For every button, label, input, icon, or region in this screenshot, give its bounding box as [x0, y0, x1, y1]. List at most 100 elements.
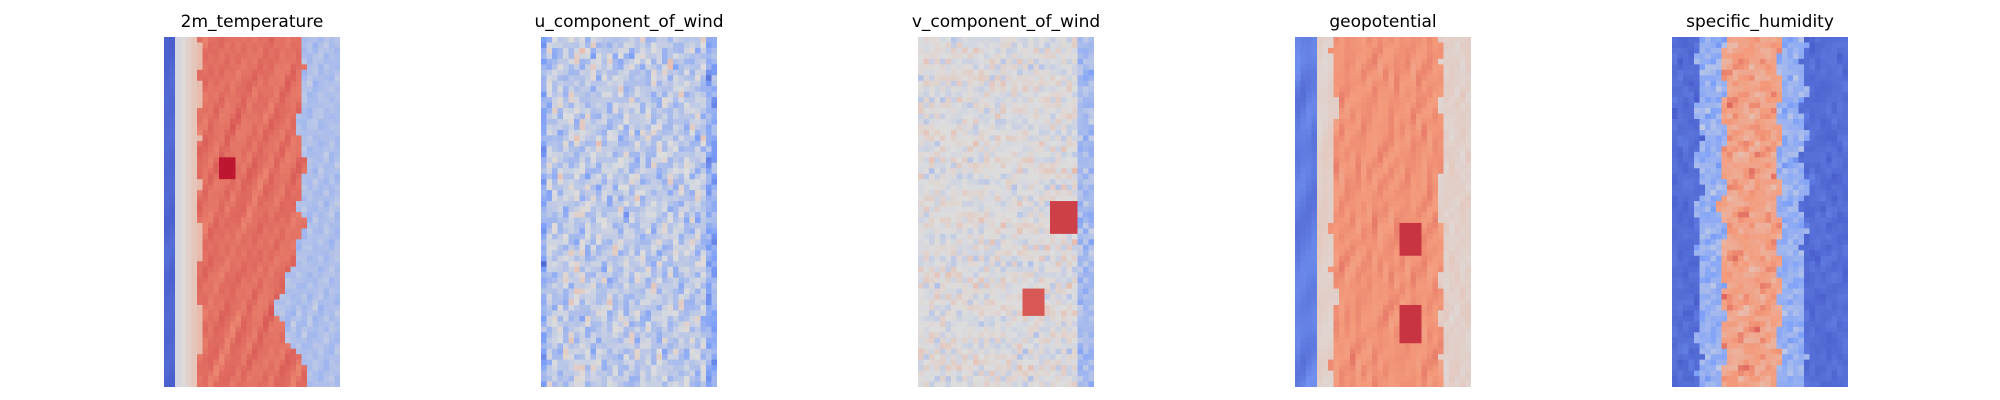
- heatmap-cell: [224, 146, 231, 153]
- heatmap-cell: [673, 64, 679, 71]
- heatmap-cell: [601, 359, 608, 366]
- heatmap-cell: [197, 348, 203, 355]
- heatmap-cell: [169, 124, 176, 131]
- heatmap-cell: [607, 179, 613, 186]
- heatmap-cell: [197, 146, 203, 153]
- heatmap-cell: [1028, 129, 1034, 136]
- heatmap-cell: [197, 190, 203, 196]
- heatmap-cell: [945, 47, 952, 54]
- heatmap-cell: [984, 69, 990, 76]
- heatmap-cell: [180, 201, 187, 207]
- heatmap-cell: [285, 250, 291, 257]
- heatmap-cell: [230, 294, 236, 300]
- heatmap-cell: [689, 37, 696, 43]
- heatmap-cell: [662, 255, 668, 262]
- heatmap-cell: [274, 86, 280, 93]
- heatmap-cell: [984, 86, 990, 93]
- heatmap-cell: [684, 140, 690, 147]
- heatmap-cell: [213, 102, 220, 109]
- heatmap-cell: [700, 370, 707, 377]
- heatmap-cell: [678, 102, 685, 109]
- heatmap-cell: [656, 173, 663, 180]
- heatmap-cell: [612, 326, 619, 333]
- heatmap-cell: [1011, 69, 1018, 76]
- heatmap-cell: [612, 135, 619, 142]
- heatmap-cell: [684, 365, 690, 371]
- heatmap-cell: [640, 37, 646, 43]
- heatmap-cell: [973, 91, 979, 98]
- heatmap-cell: [678, 140, 685, 147]
- heatmap-cell: [541, 157, 547, 164]
- heatmap-cell: [552, 64, 558, 71]
- heatmap-cell: [257, 140, 264, 147]
- heatmap-cell: [601, 53, 608, 60]
- heatmap-cell: [1050, 58, 1056, 65]
- heatmap-cell: [307, 151, 313, 158]
- heatmap-cell: [656, 102, 663, 109]
- heatmap-cell: [191, 370, 198, 377]
- heatmap-cell: [290, 370, 297, 377]
- heatmap-cell: [967, 58, 974, 65]
- heatmap-cell: [296, 184, 302, 191]
- heatmap-cell: [552, 354, 558, 361]
- heatmap-cell: [645, 179, 652, 186]
- heatmap-cell: [645, 266, 652, 273]
- heatmap-cell: [612, 359, 619, 366]
- heatmap-cell: [213, 315, 220, 322]
- heatmap-cell: [164, 365, 170, 371]
- heatmap-cell: [1006, 75, 1012, 82]
- heatmap-cell: [197, 310, 203, 317]
- heatmap-cell: [169, 195, 176, 202]
- heatmap-cell: [612, 102, 619, 109]
- heatmap-cell: [607, 381, 613, 387]
- heatmap-cell: [180, 151, 187, 158]
- heatmap-cell: [711, 80, 717, 87]
- heatmap-cell: [202, 266, 209, 273]
- heatmap-cell: [568, 233, 575, 240]
- panel-v-component-of-wind: v_component_of_wind: [912, 0, 1100, 400]
- heatmap-cell: [1017, 135, 1023, 142]
- heatmap-cell: [312, 162, 319, 169]
- heatmap-cell: [695, 80, 701, 87]
- heatmap-cell: [279, 146, 286, 153]
- heatmap-cell: [607, 365, 613, 371]
- heatmap-cell: [235, 233, 242, 240]
- heatmap-cell: [929, 58, 935, 65]
- heatmap-cell: [241, 135, 247, 142]
- heatmap-cell: [618, 91, 624, 98]
- heatmap-cell: [662, 365, 668, 371]
- heatmap-cell: [263, 266, 269, 273]
- heatmap-cell: [607, 184, 613, 191]
- heatmap-cell: [169, 310, 176, 317]
- heatmap-cell: [590, 206, 597, 213]
- heatmap-cell: [695, 294, 701, 300]
- heatmap-cell: [307, 168, 313, 175]
- heatmap-cell: [219, 326, 225, 333]
- heatmap-cell: [1033, 179, 1040, 186]
- heatmap-cell: [230, 326, 236, 333]
- heatmap-cell: [1000, 151, 1007, 158]
- heatmap-cell: [274, 80, 280, 87]
- heatmap-cell: [541, 359, 547, 366]
- heatmap-cell: [978, 86, 985, 93]
- heatmap-cell: [541, 348, 547, 355]
- heatmap-cell: [285, 294, 291, 300]
- heatmap-cell: [711, 321, 717, 328]
- heatmap-cell: [1050, 135, 1056, 142]
- heatmap-cell: [640, 75, 646, 82]
- heatmap-cell: [329, 332, 335, 339]
- heatmap-cell: [978, 184, 985, 191]
- heatmap-cell: [318, 146, 324, 153]
- heatmap-cell: [164, 47, 170, 54]
- heatmap-cell: [263, 42, 269, 49]
- heatmap-cell: [241, 250, 247, 257]
- heatmap-cell: [967, 91, 974, 98]
- heatmap-cell: [640, 86, 646, 93]
- heatmap-cell: [219, 288, 225, 295]
- heatmap-cell: [651, 283, 657, 289]
- heatmap-cell: [246, 288, 253, 295]
- heatmap-cell: [202, 283, 209, 289]
- heatmap-cell: [318, 233, 324, 240]
- heatmap-cell: [318, 113, 324, 120]
- heatmap-cell: [175, 58, 181, 65]
